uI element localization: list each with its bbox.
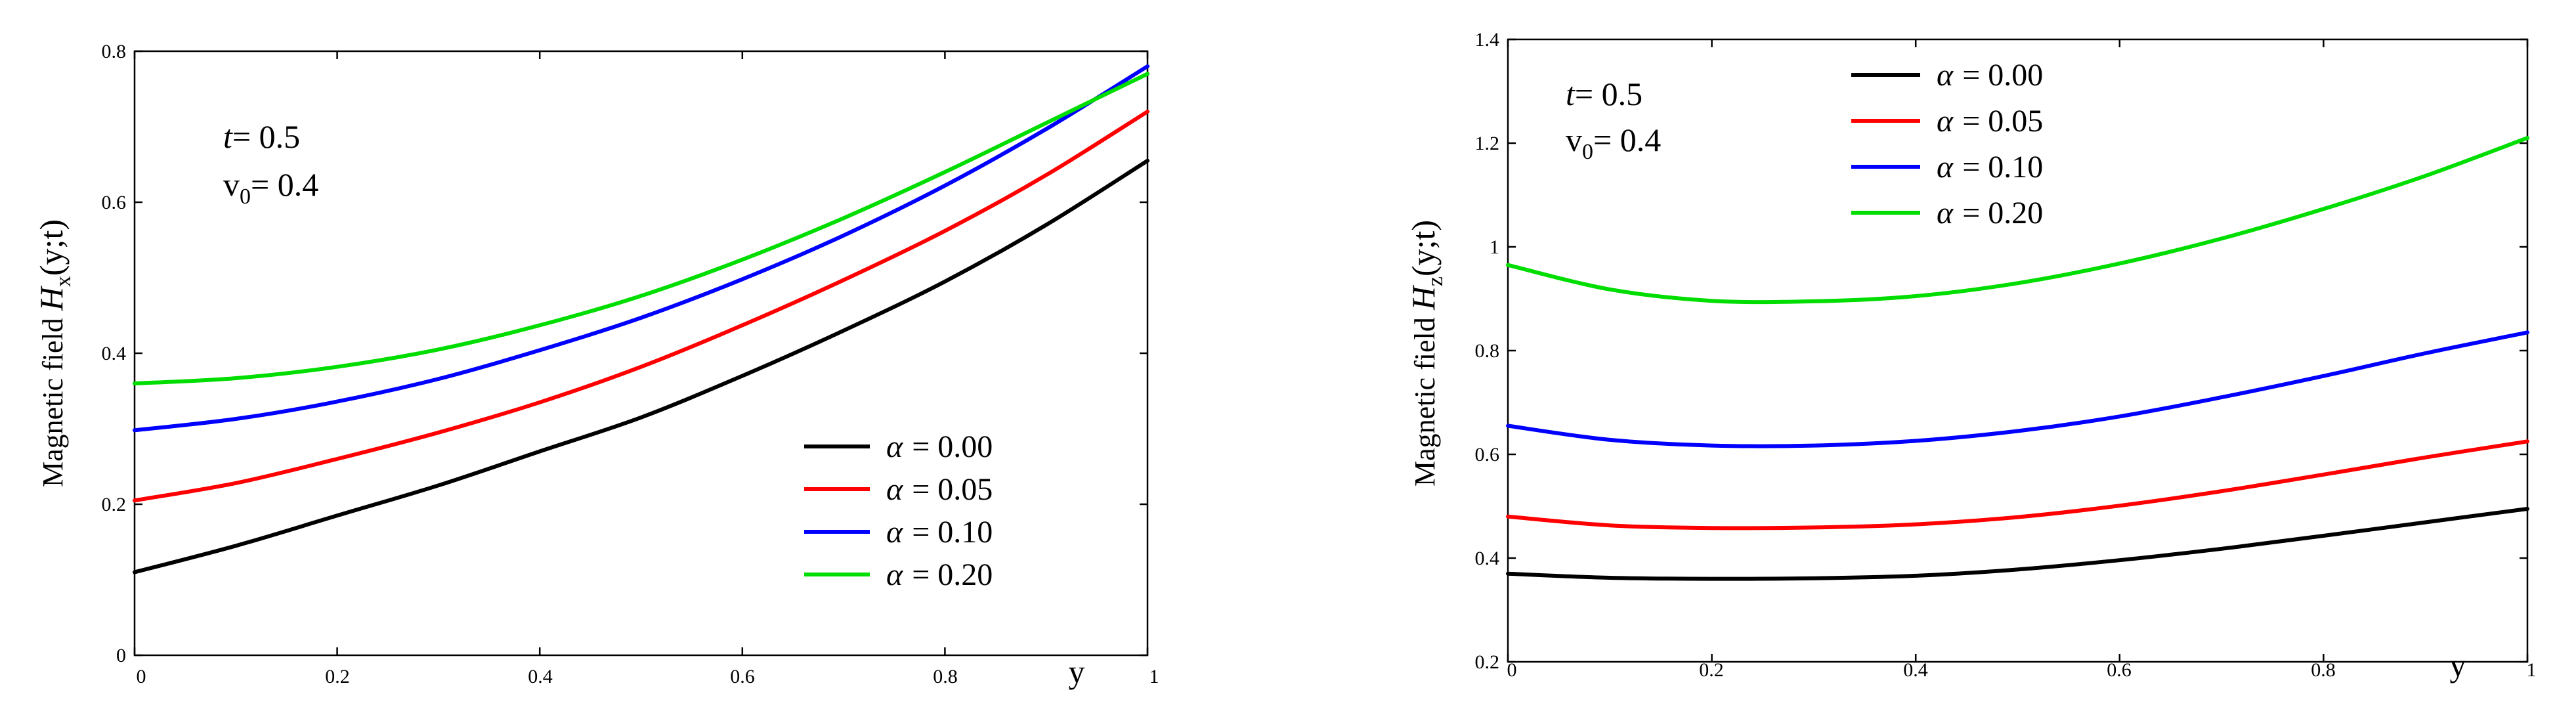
annotation-t-hx: t= 0.5 [223,118,300,155]
series-line-010 [133,64,1149,433]
x-tick-label: 0 [1507,659,1517,681]
y-axis-label-hz: Magnetic field Hz(y;t) [1405,220,1448,487]
x-tick-label: 1 [1149,666,1159,687]
series-lines-hx [133,64,1149,574]
legend-entry: α = 0.00 [1937,58,2043,93]
annotation-v0-hx: v0= 0.4 [223,166,318,209]
y-tick-label: 0.2 [1475,651,1500,673]
tick-marks-hz [1507,38,2529,663]
x-axis-label-hx: y [1069,653,1085,690]
y-label-sub: x [51,276,75,287]
legend-hx: α = 0.00 α = 0.05 α = 0.10 α = 0.20 [804,429,993,592]
annotation-v-value: = 0.4 [251,166,318,203]
annotation-v-value: = 0.4 [1593,121,1661,158]
chart-hz: 0.2 0.4 0.6 0.8 1 1.2 1.4 0 0.2 0.4 0.6 … [1405,29,2537,683]
series-line-000 [133,158,1149,574]
y-label-prefix: Magnetic field [37,311,69,487]
y-label-args: (y;t) [33,219,70,276]
x-tick-labels-hx: 0 0.2 0.4 0.6 0.8 1 [137,666,1159,687]
series-lines-hz [1506,136,2529,581]
y-tick-label: 0.4 [1475,548,1500,569]
y-label-prefix: Magnetic field [1409,310,1441,487]
y-tick-label: 1.2 [1475,133,1500,154]
y-tick-label: 0.6 [102,192,127,213]
series-line-010 [1506,330,2529,448]
annotation-t-value: = 0.5 [232,118,300,155]
x-tick-label: 0.4 [1903,659,1928,681]
annotation-t-value: = 0.5 [1575,76,1642,112]
legend-entry: α = 0.05 [886,472,993,507]
x-tick-label: 0.8 [933,666,958,687]
legend-entry: α = 0.00 [886,429,993,464]
x-tick-label: 0.4 [528,666,553,687]
x-tick-label: 0.2 [325,666,350,687]
y-tick-label: 0.8 [1475,340,1500,362]
series-line-020 [1506,136,2529,305]
y-tick-label: 0.4 [102,343,127,364]
y-axis-label-hx: Magnetic field Hx(y;t) [33,219,75,487]
annotation-v-var: v [223,166,240,203]
x-tick-label: 0.8 [2311,659,2336,681]
y-tick-label: 0.6 [1475,444,1500,466]
series-line-005 [133,110,1149,503]
y-tick-labels-hz: 0.2 0.4 0.6 0.8 1 1.2 1.4 [1475,29,1500,673]
annotation-v-sub: 0 [1582,140,1593,164]
y-tick-label: 1.4 [1475,29,1500,51]
series-line-020 [133,72,1149,385]
legend-entry: α = 0.10 [886,515,993,550]
x-tick-label: 0 [137,666,146,687]
y-tick-labels-hx: 0 0.2 0.4 0.6 0.8 [102,41,127,666]
chart-hx: 0 0.2 0.4 0.6 0.8 0 0.2 0.4 0.6 0.8 1 y … [33,41,1159,690]
y-label-sub: z [1423,276,1448,286]
y-tick-label: 0.8 [102,41,127,62]
x-tick-label: 0.2 [1699,659,1724,681]
annotation-t-hz: t= 0.5 [1566,76,1642,112]
legend-entry: α = 0.20 [1937,196,2043,230]
y-tick-label: 0.2 [102,494,127,515]
legend-hz: α = 0.00 α = 0.05 α = 0.10 α = 0.20 [1851,58,2043,230]
series-line-005 [1506,439,2529,531]
x-axis-label-hz: y [2450,647,2466,683]
legend-entry: α = 0.05 [1937,104,2043,139]
y-label-var: H [33,285,70,311]
y-tick-label: 0 [116,645,126,666]
x-tick-label: 1 [2527,659,2537,681]
y-label-var: H [1405,284,1442,311]
y-label-args: (y;t) [1405,220,1442,276]
x-tick-labels-hz: 0 0.2 0.4 0.6 0.8 1 [1507,659,2537,681]
tick-marks-hx [133,50,1149,657]
annotation-v-sub: 0 [240,184,251,209]
x-tick-label: 0.6 [730,666,755,687]
legend-entry: α = 0.10 [1937,150,2043,184]
annotation-v0-hz: v0= 0.4 [1566,121,1661,164]
annotation-t-var: t [223,118,233,155]
legend-entry: α = 0.20 [886,557,993,592]
annotation-t-var: t [1566,76,1576,112]
annotation-v-var: v [1566,121,1582,158]
series-line-000 [1506,507,2529,581]
x-tick-label: 0.6 [2107,659,2132,681]
y-tick-label: 1 [1490,236,1499,258]
